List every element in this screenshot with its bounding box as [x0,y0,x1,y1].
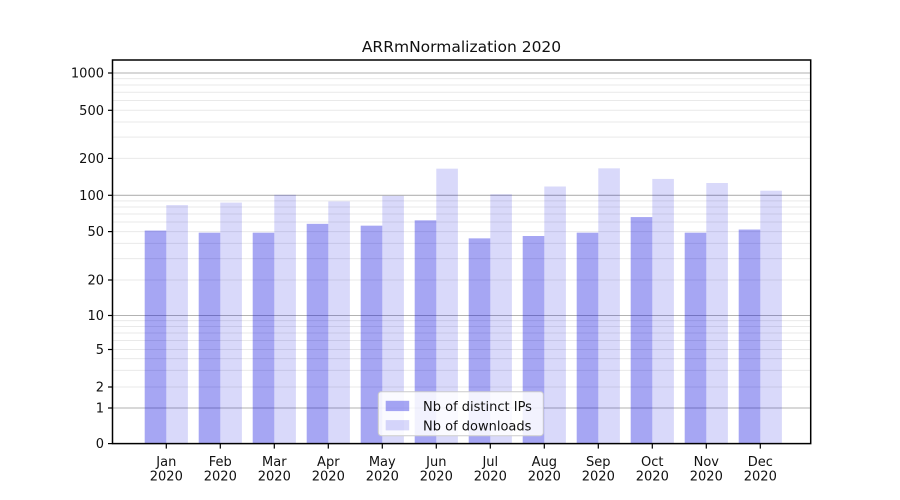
x-tick-label-month: Oct [641,455,663,470]
bar-distinct-ips-jun [414,220,437,444]
bar-downloads-apr [328,201,350,444]
x-tick-label-year: 2020 [690,470,723,485]
y-tick-label: 20 [87,274,104,289]
x-tick-label-year: 2020 [258,470,291,485]
legend: Nb of distinct IPs Nb of downloads [377,391,544,437]
x-tick-label-year: 2020 [474,470,507,485]
y-tick-label: 10 [87,309,104,324]
x-tick-label-year: 2020 [150,470,183,485]
legend-box [377,391,544,437]
bar-distinct-ips-oct [630,217,653,444]
legend-swatch-downloads [385,420,410,431]
bar-downloads-jun [436,168,458,444]
y-tick-label: 1000 [71,67,104,82]
x-tick-label-year: 2020 [636,470,669,485]
x-tick-label-month: Feb [209,455,232,470]
x-tick-label-month: Jul [481,455,498,470]
bar-downloads-jan [166,205,188,444]
x-tick-label-month: Aug [532,455,557,470]
bar-downloads-feb [220,202,242,444]
y-tick-label: 5 [96,343,104,358]
x-axis: Jan2020Feb2020Mar2020Apr2020May2020Jun20… [150,443,777,485]
x-tick-label-month: Jan [155,455,176,470]
bar-distinct-ips-jan [144,230,167,444]
bar-downloads-oct [652,178,674,444]
bar-downloads-nov [706,182,728,444]
y-tick-label: 200 [79,152,104,167]
y-tick-label: 2 [96,381,104,396]
x-tick-label-year: 2020 [366,470,399,485]
x-tick-label-year: 2020 [420,470,453,485]
bar-distinct-ips-feb [198,232,221,444]
bar-downloads-sep [598,168,620,444]
bar-downloads-jul [490,194,512,444]
legend-swatch-distinct-ips [385,400,410,412]
bar-distinct-ips-apr [306,223,329,444]
bar-distinct-ips-sep [576,232,599,444]
y-tick-label: 50 [87,225,104,240]
plot-area-border [111,59,812,445]
x-tick-label-year: 2020 [582,470,615,485]
bar-downloads-mar [274,194,296,444]
chart-title: ARRmNormalization 2020 [362,38,561,56]
bar-distinct-ips-dec [738,229,761,444]
y-tick-label: 100 [79,189,104,204]
x-tick-label-year: 2020 [312,470,345,485]
x-tick-label-year: 2020 [744,470,777,485]
y-tick-label: 1 [96,402,104,417]
x-tick-label-year: 2020 [528,470,561,485]
bar-distinct-ips-may [360,225,383,444]
legend-label-downloads: Nb of downloads [423,419,532,434]
bar-distinct-ips-nov [684,232,707,444]
x-tick-label-month: Apr [317,455,340,470]
bar-downloads-may [382,195,404,444]
x-tick-label-month: Jun [425,455,446,470]
legend-label-distinct-ips: Nb of distinct IPs [423,400,532,415]
bar-downloads-aug [544,186,566,444]
x-tick-label-month: Sep [586,455,611,470]
x-tick-label-month: Dec [748,455,773,470]
x-tick-label-month: May [369,455,396,470]
x-tick-label-month: Nov [694,455,720,470]
x-tick-label-month: Mar [262,455,287,470]
bar-downloads-dec [760,190,782,444]
bar-distinct-ips-mar [252,232,275,444]
y-tick-label: 500 [79,104,104,119]
y-tick-label: 0 [96,437,104,452]
y-axis: 0 1 2 5 10 20 50 100 200 500 1000 [71,67,113,452]
x-tick-label-year: 2020 [204,470,237,485]
